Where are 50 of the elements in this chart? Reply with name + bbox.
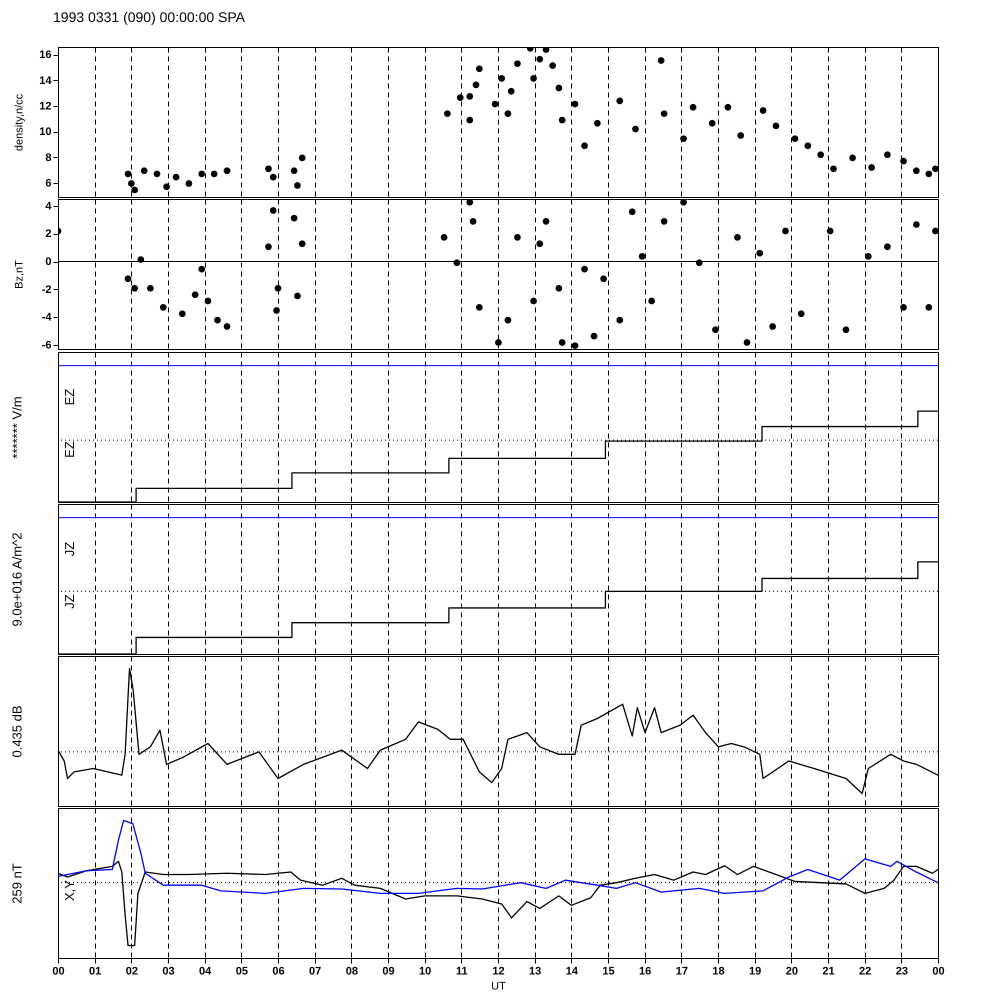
x-tick-label: 05 [236, 966, 248, 978]
x-tick-label: 09 [382, 966, 395, 978]
y-tick-label: 2 [45, 228, 52, 240]
x-tick-label: 11 [456, 966, 468, 978]
y-axis-title: 0.435 dB [10, 705, 24, 758]
x-tick-label: 20 [786, 966, 798, 978]
y-tick-label: 14 [39, 74, 52, 87]
annotation: X,Y [62, 880, 77, 901]
x-tick-label: 22 [859, 966, 872, 978]
x-tick-label: 19 [749, 966, 762, 978]
x-axis-title: UT [491, 980, 506, 992]
x-tick-label: 06 [272, 966, 285, 978]
x-tick-label: 03 [162, 966, 175, 978]
x-tick-label: 16 [639, 966, 652, 978]
x-tick-label: 07 [309, 966, 322, 978]
x-tick-label: 00 [52, 966, 65, 978]
y-tick-label: -6 [42, 339, 52, 352]
text: EZ [62, 388, 77, 406]
annotation: JZ [62, 594, 77, 609]
x-tick-label: 12 [492, 966, 505, 978]
text: JZ [62, 542, 77, 556]
y-tick-label: -4 [42, 312, 52, 324]
y-tick-label: 16 [39, 49, 52, 62]
y-axis-title: Bz,nT [14, 260, 26, 289]
y-tick-label: 6 [45, 177, 52, 190]
annotation: EZ [62, 441, 77, 458]
chart-title: 1993 0331 (090) 00:00:00 SPA [53, 9, 246, 25]
x-tick-label: 23 [896, 966, 908, 978]
x-tick-label: 21 [822, 966, 835, 978]
x-tick-label: 10 [419, 966, 432, 978]
x-tick-label: 00 [932, 966, 945, 978]
x-tick-label: 14 [566, 966, 579, 978]
y-tick-label: 8 [45, 152, 52, 164]
x-tick-label: 08 [346, 966, 358, 978]
y-tick-label: -2 [42, 284, 52, 296]
x-tick-label: 04 [199, 966, 212, 978]
y-tick-label: 12 [39, 100, 52, 112]
y-axis-title: density,n/cc [14, 93, 26, 152]
x-tick-label: 13 [529, 966, 542, 978]
x-tick-label: 01 [89, 966, 102, 978]
y-tick-label: 4 [45, 200, 52, 212]
x-tick-label: 17 [676, 966, 688, 978]
x-tick-label: 02 [126, 966, 138, 978]
y-axis-title: 9.0e+016 A/m^2 [10, 532, 24, 626]
y-axis-title: 259 nT [10, 863, 24, 904]
y-axis-title: ******* V/m [10, 396, 24, 459]
x-tick-label: 18 [712, 966, 725, 978]
y-tick-label: 10 [39, 126, 52, 138]
y-tick-label: 0 [45, 256, 52, 268]
x-tick-label: 15 [602, 966, 615, 978]
